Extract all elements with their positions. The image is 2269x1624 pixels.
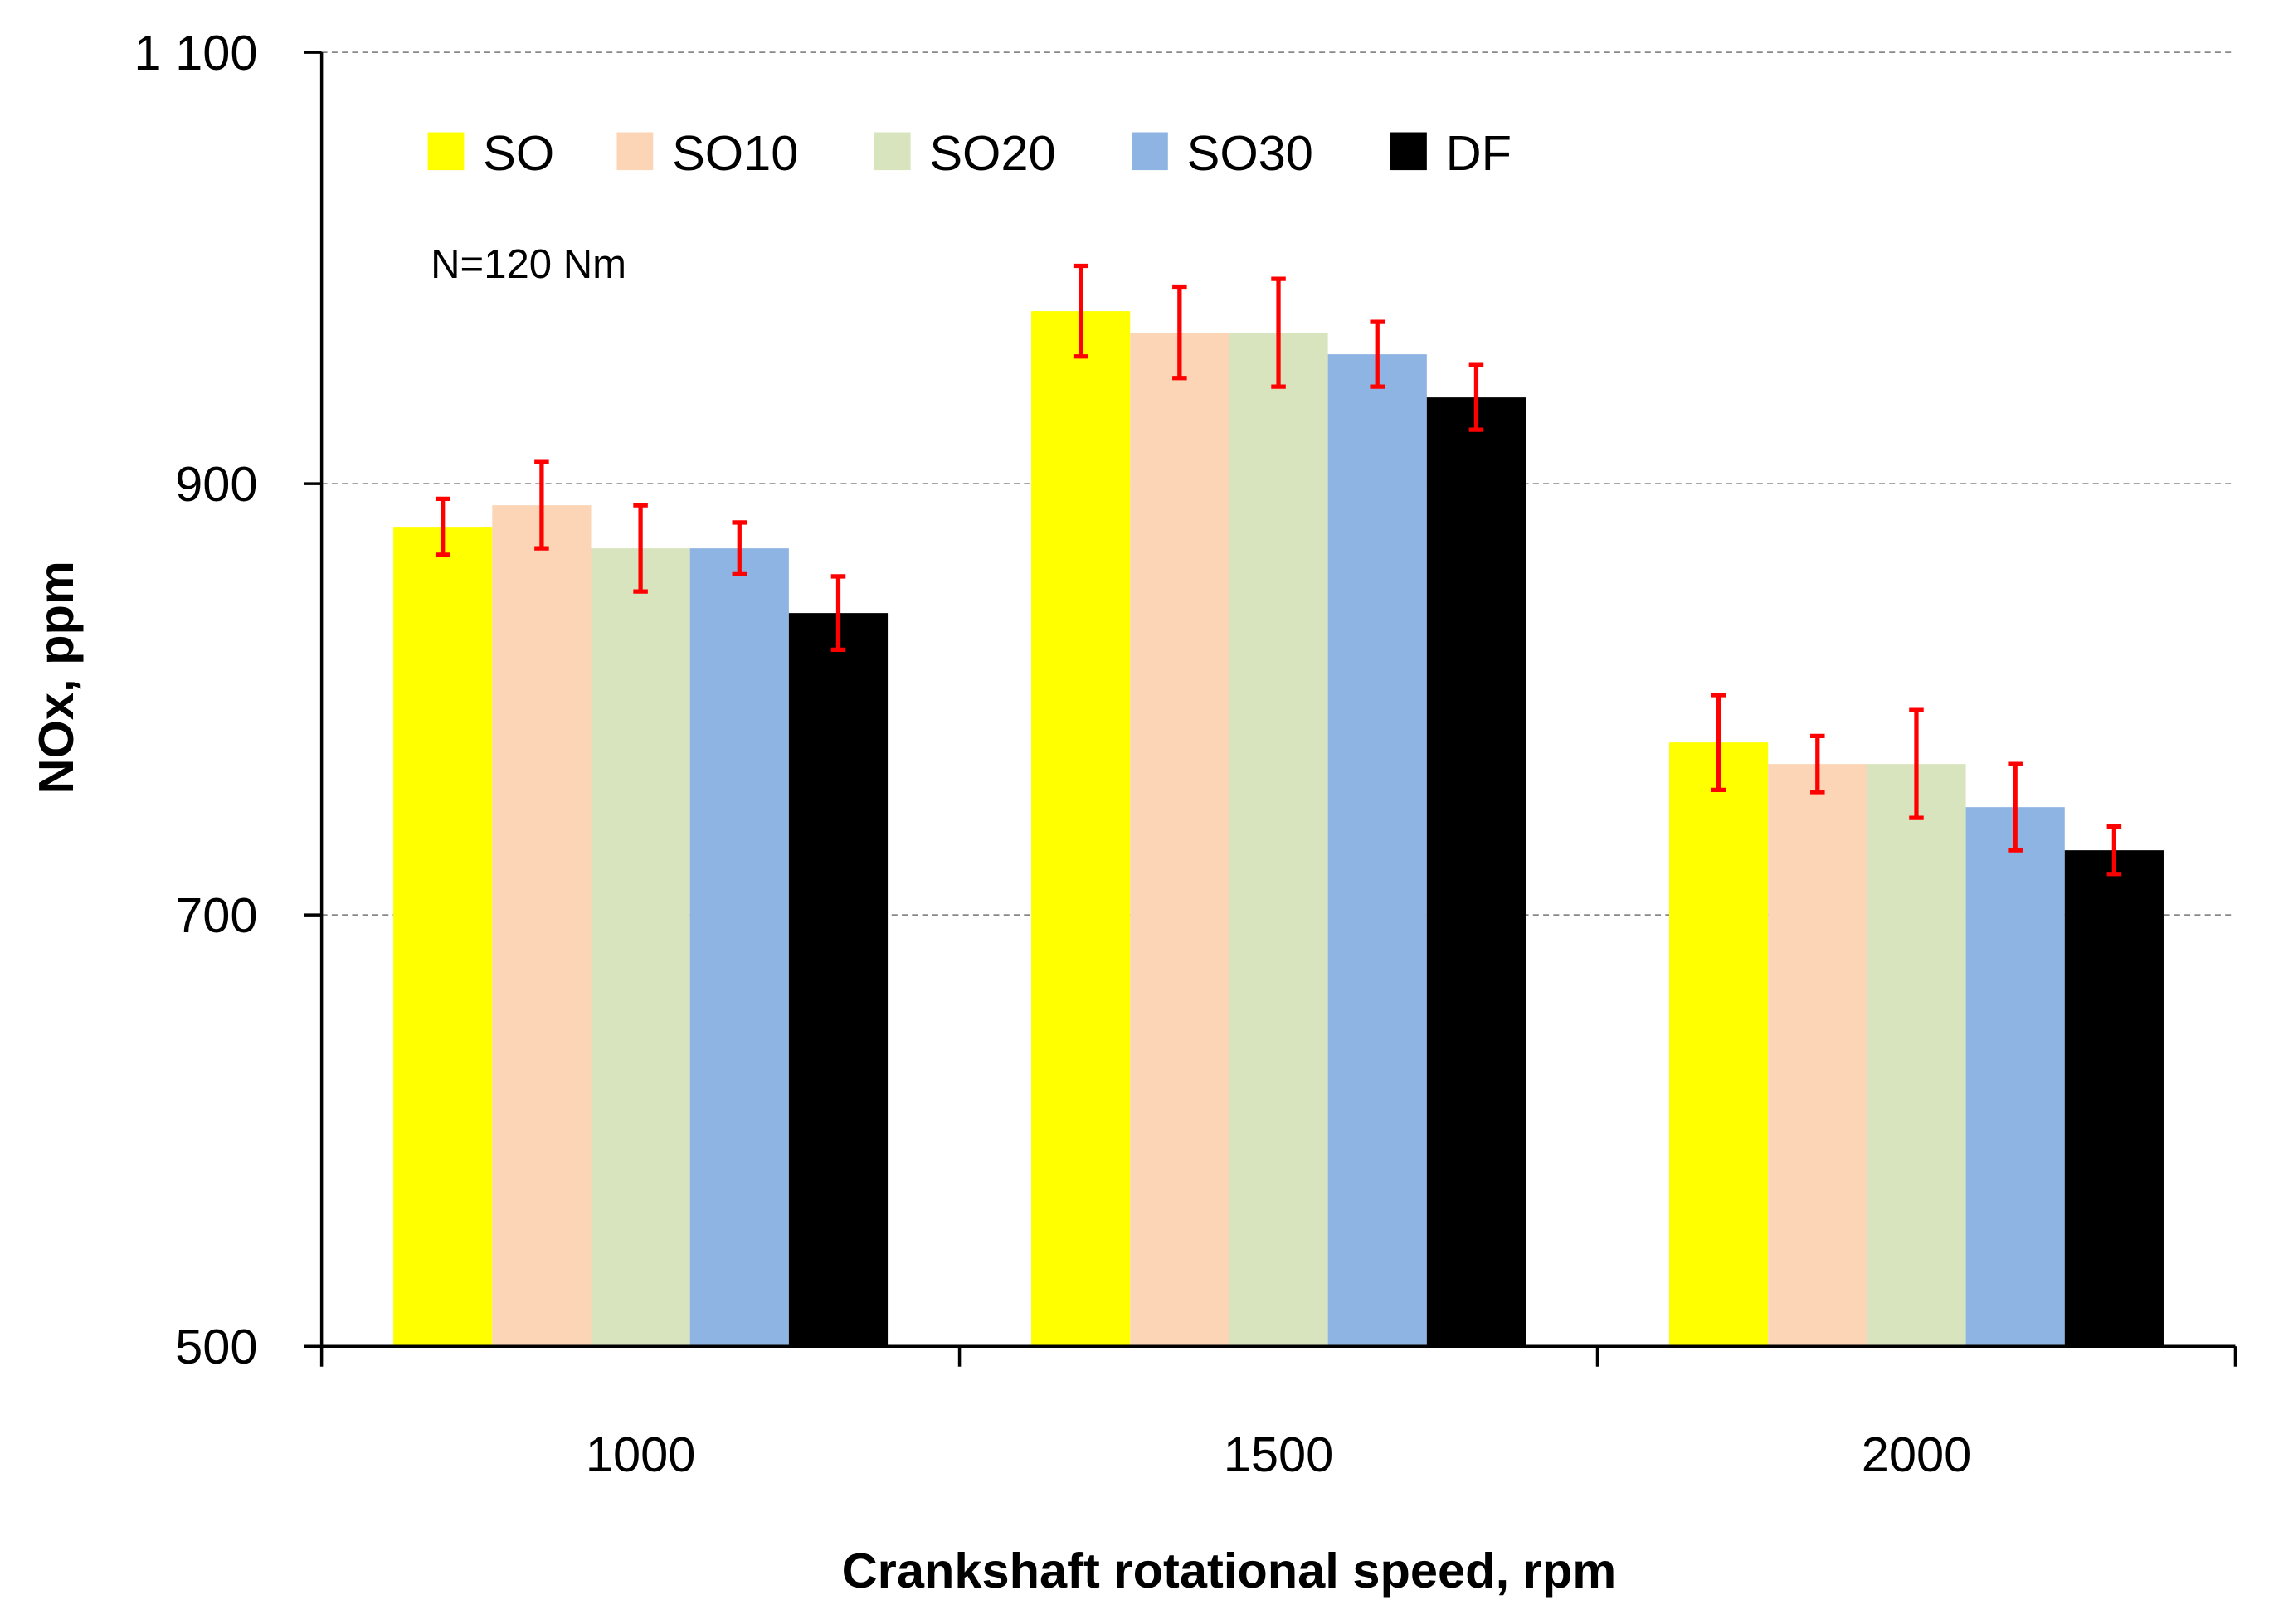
bar-so10-1000 [492,505,592,1347]
bar-so30-1500 [1327,354,1427,1347]
bar-df-1000 [788,613,889,1347]
bar-so-1000 [393,527,493,1347]
bar-so20-1000 [591,548,690,1347]
y-tick-label: 700 [175,887,257,943]
error-bars [435,263,2122,877]
legend-label-so10: SO10 [672,125,798,181]
bar-so30-2000 [1965,807,2065,1347]
y-axis-title: NOx, ppm [28,561,84,794]
bar-so30-1000 [689,548,789,1347]
legend-label-so: SO [483,125,554,181]
bar-so20-2000 [1867,764,1966,1347]
legend-label-df: DF [1446,125,1512,181]
legend-swatch-so10 [616,132,654,171]
bar-so-1500 [1031,311,1131,1347]
legend-swatch-so20 [874,132,911,171]
x-tick-label: 1000 [586,1427,696,1482]
axes: 500 700 900 1 100 1000 1500 2000 [134,25,2237,1482]
x-axis-title: Crankshaft rotational speed, rpm [842,1543,1617,1598]
x-tick-label: 2000 [1862,1427,1972,1482]
bars [393,311,2164,1347]
bar-df-1500 [1426,397,1526,1347]
bar-so-2000 [1668,742,1769,1347]
x-tick-label: 1500 [1224,1427,1334,1482]
legend: SO SO10 SO20 SO30 DF [427,125,1512,181]
y-tick-label: 1 100 [134,25,257,80]
bar-df-2000 [2064,850,2164,1347]
bar-so10-1500 [1130,333,1229,1347]
legend-swatch-df [1390,132,1427,171]
legend-label-so30: SO30 [1187,125,1313,181]
legend-label-so20: SO20 [929,125,1055,181]
legend-swatch-so [427,132,465,171]
y-tick-label: 900 [175,456,257,512]
bar-so20-1500 [1229,333,1328,1347]
bar-so10-2000 [1768,764,1867,1347]
load-annotation: N=120 Nm [431,242,626,287]
legend-swatch-so30 [1131,132,1168,171]
y-tick-label: 500 [175,1319,257,1374]
